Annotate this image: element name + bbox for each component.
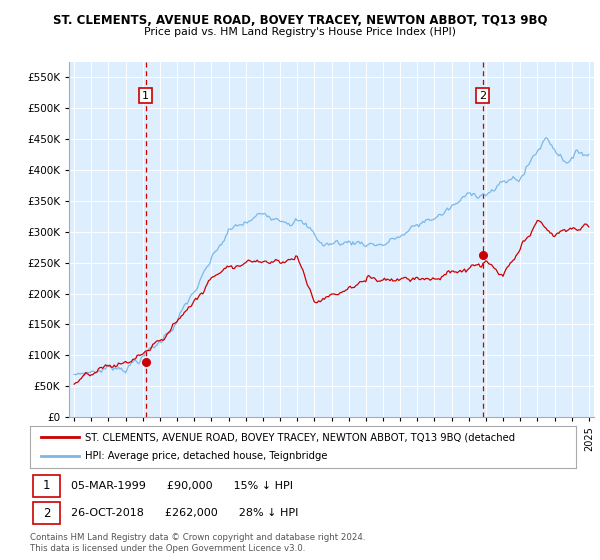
Text: 2: 2 xyxy=(43,507,50,520)
Text: Price paid vs. HM Land Registry's House Price Index (HPI): Price paid vs. HM Land Registry's House … xyxy=(144,27,456,37)
Text: ST. CLEMENTS, AVENUE ROAD, BOVEY TRACEY, NEWTON ABBOT, TQ13 9BQ (detached: ST. CLEMENTS, AVENUE ROAD, BOVEY TRACEY,… xyxy=(85,432,515,442)
Text: This data is licensed under the Open Government Licence v3.0.: This data is licensed under the Open Gov… xyxy=(30,544,305,553)
Text: HPI: Average price, detached house, Teignbridge: HPI: Average price, detached house, Teig… xyxy=(85,451,327,461)
Text: 05-MAR-1999      £90,000      15% ↓ HPI: 05-MAR-1999 £90,000 15% ↓ HPI xyxy=(71,480,293,491)
FancyBboxPatch shape xyxy=(33,502,60,525)
FancyBboxPatch shape xyxy=(33,474,60,497)
Text: 1: 1 xyxy=(43,479,50,492)
Text: Contains HM Land Registry data © Crown copyright and database right 2024.: Contains HM Land Registry data © Crown c… xyxy=(30,533,365,542)
Text: 1: 1 xyxy=(142,91,149,101)
Text: ST. CLEMENTS, AVENUE ROAD, BOVEY TRACEY, NEWTON ABBOT, TQ13 9BQ: ST. CLEMENTS, AVENUE ROAD, BOVEY TRACEY,… xyxy=(53,14,547,27)
Text: 2: 2 xyxy=(479,91,487,101)
Text: 26-OCT-2018      £262,000      28% ↓ HPI: 26-OCT-2018 £262,000 28% ↓ HPI xyxy=(71,508,298,519)
